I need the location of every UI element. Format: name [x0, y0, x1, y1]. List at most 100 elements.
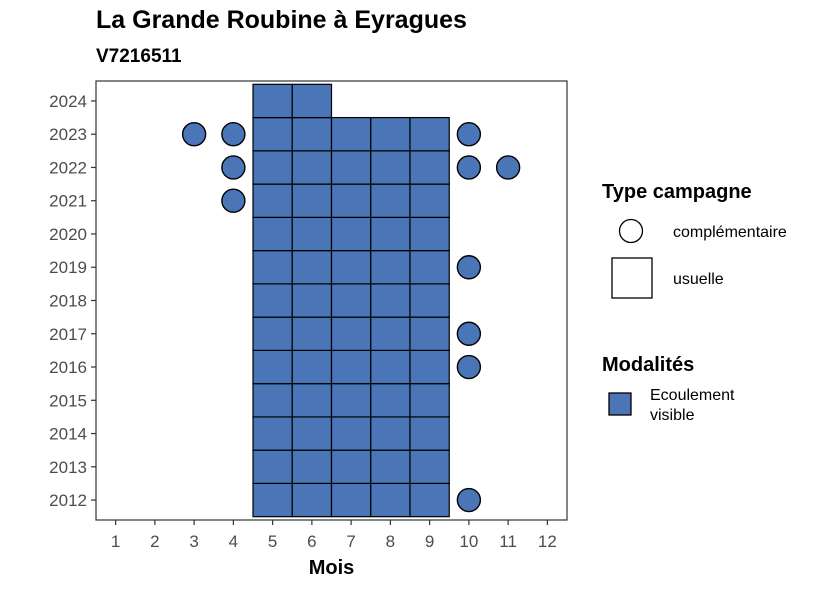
legend-key-ecoulement	[608, 392, 632, 416]
tile-usuelle	[291, 183, 333, 218]
tile-usuelle	[291, 316, 333, 351]
point-complementaire	[221, 188, 246, 213]
point-complementaire	[495, 155, 521, 180]
tile-usuelle	[409, 250, 450, 285]
x-tick-label: 11	[499, 532, 517, 551]
point-complementaire	[456, 487, 482, 513]
point-complementaire	[456, 155, 482, 180]
tile-usuelle	[370, 216, 411, 252]
x-tick-label: 10	[459, 532, 478, 551]
y-tick-label: 2021	[49, 192, 87, 211]
y-tick-label: 2020	[49, 225, 87, 244]
y-tick-label: 2015	[49, 391, 87, 410]
legend-title-modalites: Modalités	[602, 354, 694, 376]
tile-usuelle	[291, 250, 333, 285]
tile-usuelle	[291, 349, 333, 385]
tile-usuelle	[291, 416, 333, 451]
x-tick-label: 2	[150, 532, 159, 551]
tile-usuelle	[330, 216, 372, 252]
legend-label-line: visible	[650, 407, 695, 424]
x-tick-label: 7	[346, 532, 355, 551]
tile-usuelle	[330, 449, 372, 485]
y-tick-label: 2014	[49, 425, 87, 444]
y-tick-label: 2022	[49, 158, 87, 177]
y-tick-label: 2012	[49, 491, 87, 510]
y-tick-label: 2024	[49, 92, 87, 111]
tile-usuelle	[291, 83, 333, 119]
tile-usuelle	[370, 316, 411, 351]
tile-usuelle	[291, 482, 333, 518]
y-tick-label: 2013	[49, 458, 87, 477]
tile-usuelle	[330, 482, 372, 518]
legend-label-complementaire: complémentaire	[673, 224, 787, 241]
y-tick-label: 2023	[49, 125, 87, 144]
tile-usuelle	[370, 116, 411, 152]
tile-usuelle	[409, 349, 450, 385]
tile-usuelle	[409, 183, 450, 218]
tile-usuelle	[370, 150, 411, 185]
tile-usuelle	[330, 383, 372, 418]
tile-usuelle	[370, 349, 411, 385]
tile-usuelle	[252, 416, 293, 451]
chart-subtitle: V7216511	[96, 46, 182, 67]
tile-usuelle	[330, 283, 372, 318]
tile-usuelle	[409, 482, 450, 518]
x-tick-label: 3	[189, 532, 198, 551]
point-complementaire	[221, 122, 246, 147]
tile-usuelle	[330, 150, 372, 185]
tile-usuelle	[330, 116, 372, 152]
x-tick-label: 5	[268, 532, 277, 551]
tile-usuelle	[330, 183, 372, 218]
point-complementaire	[456, 354, 482, 380]
legend-label-ecoulement-visible: Ecoulement visible	[650, 387, 735, 424]
tile-usuelle	[409, 316, 450, 351]
x-tick-label: 1	[111, 532, 120, 551]
legend-key-circle	[618, 218, 644, 244]
x-tick-label: 12	[538, 532, 557, 551]
tile-usuelle	[330, 316, 372, 351]
tile-usuelle	[291, 449, 333, 485]
legend-key-square	[611, 257, 653, 299]
tile-usuelle	[370, 383, 411, 418]
tile-usuelle	[370, 283, 411, 318]
tile-usuelle	[252, 383, 293, 418]
plot-area	[181, 83, 521, 518]
tile-usuelle	[252, 349, 293, 385]
tile-usuelle	[370, 416, 411, 451]
tile-usuelle	[330, 250, 372, 285]
tile-usuelle	[291, 216, 333, 252]
x-tick-label: 8	[386, 532, 395, 551]
legend: Type campagne complémentaire usuelle Modali…	[602, 181, 787, 424]
tile-usuelle	[409, 449, 450, 485]
tile-usuelle	[252, 183, 293, 218]
tile-usuelle	[370, 482, 411, 518]
tile-usuelle	[409, 116, 450, 152]
tile-usuelle	[252, 283, 293, 318]
point-complementaire	[181, 122, 207, 147]
tile-usuelle	[409, 416, 450, 451]
x-axis-title: Mois	[309, 557, 355, 579]
tile-usuelle	[370, 250, 411, 285]
legend-label-usuelle: usuelle	[673, 271, 724, 288]
tile-usuelle	[252, 116, 293, 152]
tile-usuelle	[252, 316, 293, 351]
y-tick-label: 2016	[49, 358, 87, 377]
axes: 1 2 3 4 5 6 7 8 9 10 11 122012201320142015201620172…	[49, 80, 568, 579]
tile-usuelle	[252, 449, 293, 485]
legend-title-type-campagne: Type campagne	[602, 181, 752, 203]
x-tick-label: 6	[307, 532, 316, 551]
tile-usuelle	[409, 283, 450, 318]
point-complementaire	[221, 155, 246, 180]
x-tick-label: 9	[425, 532, 434, 551]
tile-usuelle	[330, 349, 372, 385]
legend-label-line: Ecoulement	[650, 387, 735, 404]
chart-title: La Grande Roubine à Eyragues	[96, 6, 467, 34]
tile-usuelle	[330, 416, 372, 451]
y-tick-label: 2018	[49, 292, 87, 311]
tile-usuelle	[370, 183, 411, 218]
y-tick-label: 2019	[49, 258, 87, 277]
marks-group	[181, 83, 521, 518]
point-complementaire	[456, 321, 482, 346]
tile-usuelle	[291, 116, 333, 152]
tile-usuelle	[409, 216, 450, 252]
